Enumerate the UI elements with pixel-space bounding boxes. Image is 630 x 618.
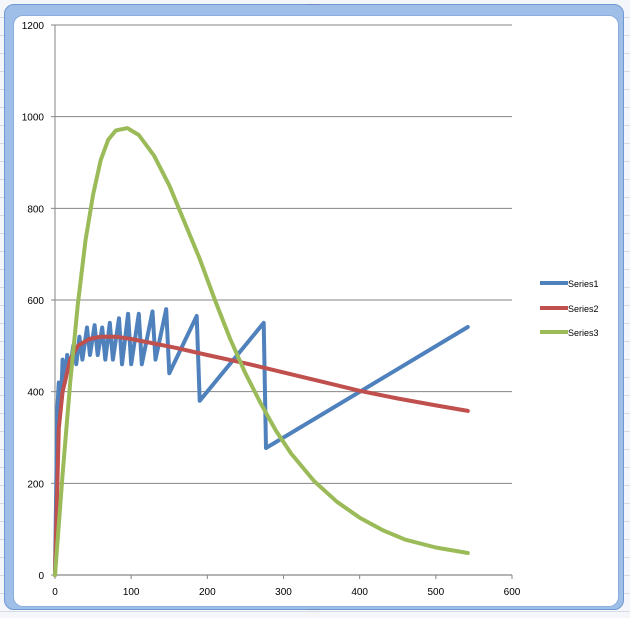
legend-item-series2[interactable]: Series2 bbox=[540, 304, 599, 314]
legend-label-series1: Series1 bbox=[568, 279, 599, 289]
y-tick-label: 600 bbox=[27, 296, 44, 307]
y-tick-label: 200 bbox=[27, 479, 44, 490]
legend-label-series3: Series3 bbox=[568, 328, 599, 338]
x-tick-label: 600 bbox=[504, 587, 521, 598]
y-tick-label: 1200 bbox=[22, 21, 45, 32]
x-tick-label: 400 bbox=[351, 587, 368, 598]
data-series bbox=[53, 126, 470, 577]
x-tick-label: 0 bbox=[52, 587, 58, 598]
legend-item-series3[interactable]: Series3 bbox=[540, 328, 599, 338]
series-line-series2[interactable] bbox=[53, 334, 470, 577]
y-tick-label: 800 bbox=[27, 204, 44, 215]
resize-handle-top[interactable]: ···· bbox=[308, 2, 320, 8]
chart-frame[interactable] bbox=[4, 4, 624, 610]
legend-label-series2: Series2 bbox=[568, 304, 599, 314]
series-line-series1[interactable] bbox=[53, 307, 470, 577]
gridlines bbox=[55, 24, 512, 484]
series-line-series3[interactable] bbox=[53, 126, 470, 577]
x-tick-label: 300 bbox=[275, 587, 292, 598]
y-tick-label: 1000 bbox=[22, 113, 45, 124]
x-tick-label: 200 bbox=[199, 587, 216, 598]
chart-area[interactable] bbox=[13, 15, 619, 607]
legend[interactable]: Series1 Series2 Series3 bbox=[540, 279, 599, 338]
resize-handle-bottom[interactable]: ···· bbox=[308, 607, 320, 613]
y-axis-ticks: 0 200 400 600 800 1000 1200 bbox=[22, 21, 55, 582]
x-tick-label: 500 bbox=[427, 587, 444, 598]
x-axis-ticks: 0 100 200 300 400 500 600 bbox=[52, 575, 521, 598]
y-tick-label: 0 bbox=[38, 571, 44, 582]
x-tick-label: 100 bbox=[123, 587, 140, 598]
legend-item-series1[interactable]: Series1 bbox=[540, 279, 599, 289]
y-tick-label: 400 bbox=[27, 388, 44, 399]
